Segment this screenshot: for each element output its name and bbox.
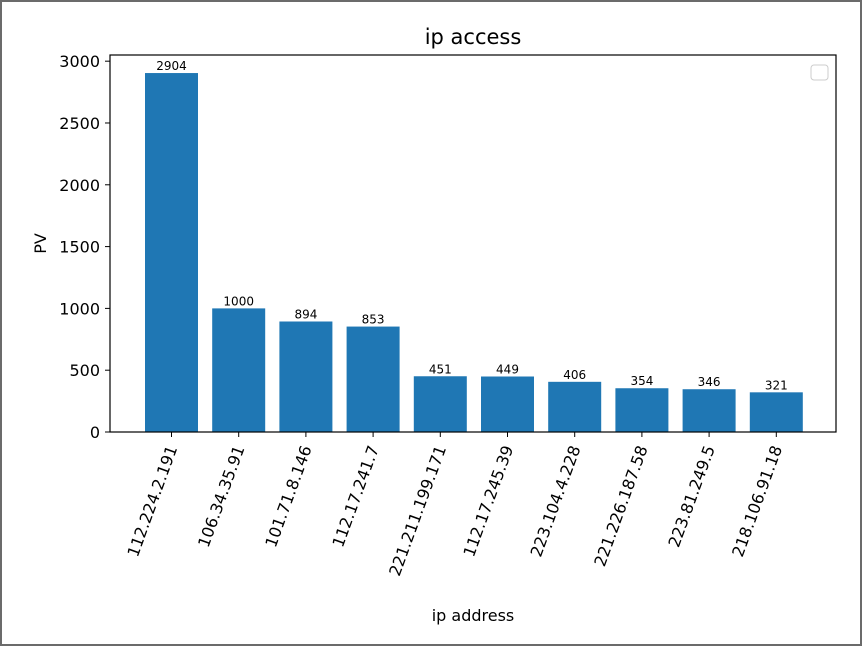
y-tick-label: 1500 — [59, 238, 100, 257]
bar-value-label: 346 — [698, 375, 721, 389]
x-tick-label: 112.224.2.191 — [123, 443, 181, 560]
bar-value-label: 354 — [630, 374, 653, 388]
plot-area-frame — [109, 54, 837, 433]
x-tick-label: 223.81.249.5 — [664, 443, 718, 550]
x-tick-label: 221.226.187.58 — [590, 443, 651, 569]
bar — [481, 376, 534, 432]
x-axis-label: ip address — [432, 606, 515, 625]
bar — [548, 381, 602, 432]
y-tick-label: 3000 — [59, 52, 100, 71]
bar-value-label: 406 — [563, 368, 586, 382]
bar-value-labels: 2904 1000 894 853 451 449 406 354 346 321 — [156, 59, 788, 392]
bar-value-label: 2904 — [156, 59, 187, 73]
bar-value-label: 853 — [362, 313, 385, 327]
chart-title: ip access — [425, 25, 522, 49]
x-tick-label: 112.17.241.7 — [328, 443, 382, 550]
x-tick-label: 221.211.199.171 — [385, 443, 450, 579]
y-tick-label: 2000 — [59, 176, 100, 195]
y-tick-label: 0 — [90, 423, 100, 442]
x-tick-label: 106.34.35.91 — [194, 443, 248, 550]
x-tick-label: 218.106.91.18 — [728, 443, 786, 560]
y-axis-label: PV — [31, 233, 50, 254]
y-tick-label: 2500 — [59, 114, 100, 133]
y-axis-ticks: 0 500 1000 1500 2000 2500 3000 — [59, 52, 110, 442]
x-tick-label: 112.17.245.39 — [459, 443, 517, 560]
x-tick-label: 223.104.4.228 — [527, 443, 585, 560]
y-tick-label: 1000 — [59, 299, 100, 318]
bar-value-label: 451 — [429, 362, 452, 376]
bar — [279, 321, 333, 432]
bar-value-label: 894 — [294, 307, 317, 321]
bar — [413, 376, 467, 432]
x-tick-label: 101.71.8.146 — [261, 443, 315, 550]
x-axis-ticks: 112.224.2.191 106.34.35.91 101.71.8.146 112… — [123, 432, 786, 579]
bar-value-label: 449 — [496, 363, 519, 377]
y-tick-label: 500 — [69, 361, 100, 380]
bar-value-label: 321 — [765, 378, 788, 392]
bar — [145, 73, 198, 432]
bars-group — [145, 73, 803, 432]
bar — [749, 392, 803, 432]
bar — [212, 308, 266, 432]
legend-box — [810, 64, 829, 81]
bar — [346, 326, 400, 432]
bar — [682, 389, 736, 432]
bar — [615, 388, 669, 432]
bar-value-label: 1000 — [223, 294, 254, 308]
